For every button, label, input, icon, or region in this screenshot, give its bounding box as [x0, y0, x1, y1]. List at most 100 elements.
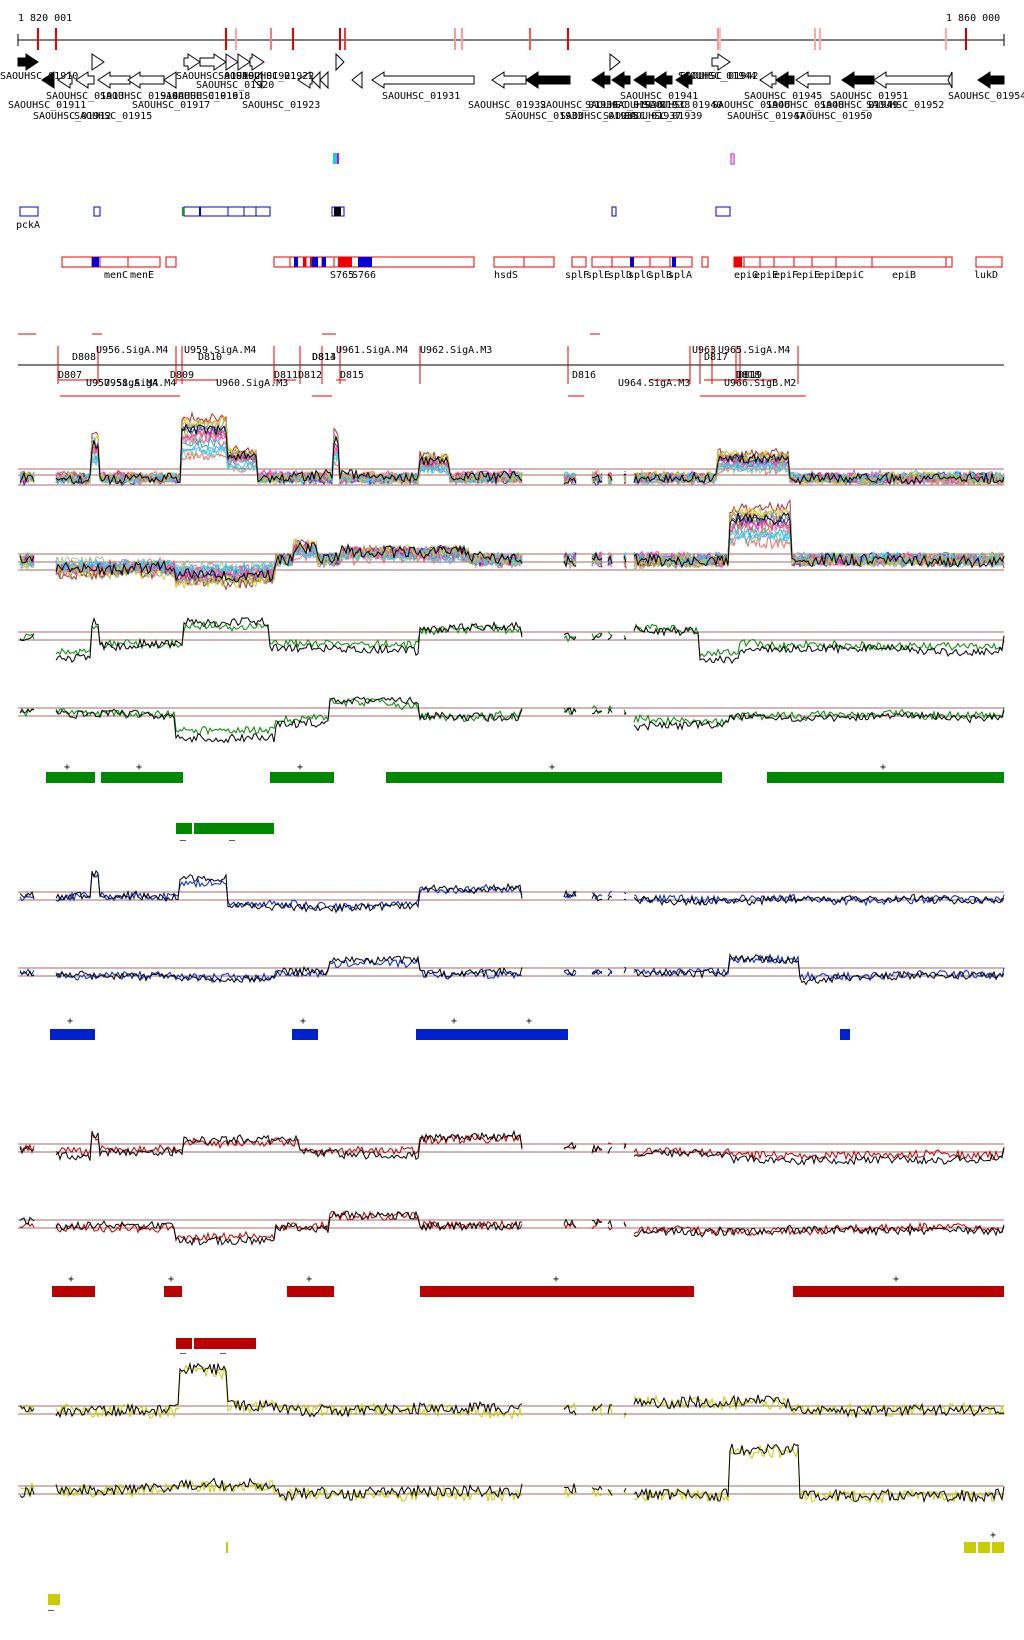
gene-arrow	[17, 53, 39, 71]
gene-label: SAOUHSC_01936	[585, 100, 663, 111]
expression-line	[633, 1394, 1005, 1418]
expression-line	[55, 872, 523, 912]
gene-label: SAOUHSC_01950	[794, 111, 872, 122]
gene-arrow	[491, 71, 527, 89]
green-plus-marker: +	[549, 762, 555, 773]
segment-bar	[386, 772, 722, 783]
blue-feature-box	[93, 206, 101, 217]
transcript-label: U956.SigA.M4	[96, 345, 168, 356]
expression-line	[563, 552, 577, 565]
red-track-fill	[672, 257, 676, 267]
gene-arrow	[91, 53, 105, 71]
red-track-label: epiE	[754, 270, 778, 281]
expression-line	[607, 895, 613, 900]
red-track-label: epiB	[892, 270, 916, 281]
transcript-label: D810	[198, 352, 222, 363]
expression-tracks	[18, 411, 1005, 1505]
transcript-label: D815	[340, 370, 364, 381]
red-feature-box	[127, 256, 161, 268]
gene-arrow	[591, 71, 611, 89]
expression-line	[19, 1143, 35, 1155]
expression-line	[563, 969, 577, 976]
transcript-track[interactable]: D808 D807 U956.SigA.M4 U957.SigA.M4 U958…	[18, 333, 1004, 397]
gene-label: SAOUHSC_01917	[132, 100, 210, 111]
expression-line	[633, 707, 1005, 728]
expression-line	[623, 560, 627, 567]
expression-line	[563, 970, 577, 977]
red-track-label: epiG	[734, 270, 758, 281]
coordinate-ruler	[17, 28, 1005, 50]
expression-line	[633, 623, 1005, 658]
expression-line	[623, 551, 627, 561]
gene-label: SAOUHSC_01931	[382, 91, 460, 102]
expression-line	[563, 1483, 577, 1494]
blue-feature-track[interactable]	[19, 206, 731, 217]
blue-plus-marker: +	[67, 1016, 73, 1027]
gene-arrow	[795, 71, 831, 89]
segment-bar	[176, 1338, 192, 1349]
transcript-label: U962.SigA.M3	[420, 345, 492, 356]
gene-label: SAOUHSC_01916	[160, 91, 238, 102]
transcript-marks	[18, 333, 806, 397]
red-track-label: splA	[668, 270, 692, 281]
transcript-label: D816	[572, 370, 596, 381]
gene-label: SAOUHSC_01948	[766, 100, 844, 111]
red-track-fill	[294, 257, 298, 267]
expression-line	[19, 555, 35, 564]
red-track-fill	[312, 257, 318, 267]
blue-feature-box	[255, 206, 271, 217]
gene-arrow	[57, 71, 73, 89]
expression-line	[591, 705, 603, 715]
red-track-label: S765	[330, 270, 354, 281]
expression-line	[607, 890, 613, 897]
blue-plus-marker: +	[300, 1016, 306, 1027]
gene-label: SAOUHSC_01922	[236, 71, 314, 82]
expression-line	[55, 869, 523, 914]
blue-plus-marker: +	[451, 1016, 457, 1027]
segment-bar	[287, 1286, 334, 1297]
red-feature-box	[773, 256, 795, 268]
gene-arrow	[841, 71, 875, 89]
gene-arrow	[127, 71, 165, 89]
expression-line	[563, 1218, 577, 1228]
transcript-label: D811	[274, 370, 298, 381]
expression-line	[563, 707, 577, 716]
red-feature-box	[361, 256, 475, 268]
gene-label: SAOUHSC_01914	[100, 91, 178, 102]
gene-arrow	[873, 71, 951, 89]
segment-bar	[194, 1338, 256, 1349]
gene-track[interactable]	[17, 52, 1005, 90]
coordinate-start: 1 820 001	[18, 13, 73, 24]
black-marker	[334, 207, 341, 216]
expression-line	[591, 552, 603, 564]
green-minus-marker: –	[180, 835, 187, 846]
expression-line	[623, 1143, 627, 1149]
expression-line	[19, 471, 35, 483]
gene-label: SAOUHSC_01910	[0, 71, 78, 82]
red-feature-box	[631, 256, 651, 268]
expression-line	[563, 1404, 577, 1416]
expression-line	[55, 541, 523, 583]
expression-line	[607, 1219, 613, 1228]
expression-line	[591, 473, 603, 484]
green-plus-marker: +	[297, 762, 303, 773]
expression-line	[19, 1405, 35, 1413]
gene-arrow	[653, 71, 673, 89]
expression-line	[55, 697, 523, 736]
gene-arrow	[759, 71, 777, 89]
expression-line	[591, 1221, 603, 1230]
expression-line	[19, 633, 35, 641]
blue-plus-marker: +	[526, 1016, 532, 1027]
gene-label: SAOUHSC_01932	[468, 100, 546, 111]
gene-label: SAOUHSC_01915	[74, 111, 152, 122]
red-feature-box	[743, 256, 761, 268]
expression-line	[607, 1142, 613, 1145]
segment-bar	[964, 1542, 976, 1553]
expression-line	[591, 1487, 603, 1498]
expression-line	[55, 696, 523, 744]
segment-bar	[46, 772, 95, 783]
red-feature-track[interactable]	[61, 256, 1003, 268]
red-track-fill	[630, 257, 634, 267]
expression-line	[563, 890, 577, 899]
expression-line	[633, 1445, 1005, 1505]
